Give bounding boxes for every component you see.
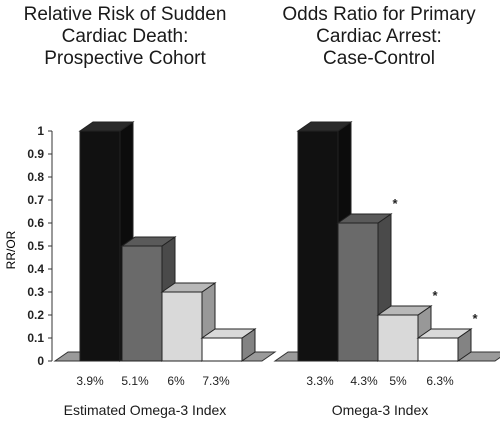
bar bbox=[377, 314, 419, 362]
x-tick-label: 4.3% bbox=[350, 374, 378, 388]
x-tick-label: 3.3% bbox=[306, 374, 334, 388]
bar bbox=[161, 291, 203, 362]
bar bbox=[417, 337, 459, 362]
y-tick-label: 0.7 bbox=[27, 193, 44, 207]
y-tick-label: 0.5 bbox=[27, 239, 44, 253]
bar bbox=[121, 245, 163, 362]
title-left-line-2: Cardiac Death: bbox=[61, 26, 189, 47]
x-tick-label: 5.1% bbox=[121, 374, 149, 388]
y-tick-label: 1 bbox=[37, 124, 44, 138]
x-tick-label: 5% bbox=[389, 374, 407, 388]
bar bbox=[297, 130, 339, 362]
y-tick-label: 0.8 bbox=[27, 170, 44, 184]
bar bbox=[201, 337, 243, 362]
y-axis-label: RR/OR bbox=[4, 230, 18, 269]
x-axis-title-right: Omega-3 Index bbox=[331, 402, 429, 418]
x-tick-label: 6% bbox=[167, 374, 185, 388]
title-right-line-1: Odds Ratio for Primary bbox=[282, 4, 476, 25]
title-left-line-3: Prospective Cohort bbox=[44, 48, 206, 69]
y-tick-label: 0.1 bbox=[27, 331, 44, 345]
chart-title-left: Relative Risk of Sudden Cardiac Death: P… bbox=[0, 4, 250, 70]
y-tick-label: 0 bbox=[37, 354, 44, 368]
x-tick-label: 7.3% bbox=[202, 374, 230, 388]
title-right-line-2: Cardiac Arrest: bbox=[316, 26, 442, 47]
significance-marker: * bbox=[472, 311, 478, 326]
title-right-line-3: Case-Control bbox=[323, 48, 435, 69]
y-tick-label: 0.4 bbox=[27, 262, 44, 276]
y-tick-label: 0.3 bbox=[27, 285, 44, 299]
bar bbox=[337, 222, 379, 362]
bar bbox=[79, 130, 121, 362]
chart-title-right: Odds Ratio for Primary Cardiac Arrest: C… bbox=[258, 4, 500, 70]
x-axis-title-left: Estimated Omega-3 Index bbox=[63, 402, 227, 418]
significance-marker: * bbox=[392, 196, 398, 211]
significance-marker: * bbox=[432, 288, 438, 303]
y-tick-label: 0.9 bbox=[27, 147, 44, 161]
x-tick-label: 6.3% bbox=[426, 374, 454, 388]
y-tick-label: 0.6 bbox=[27, 216, 44, 230]
x-tick-label: 3.9% bbox=[76, 374, 104, 388]
y-tick-label: 0.2 bbox=[27, 308, 44, 322]
title-left-line-1: Relative Risk of Sudden bbox=[23, 4, 227, 25]
